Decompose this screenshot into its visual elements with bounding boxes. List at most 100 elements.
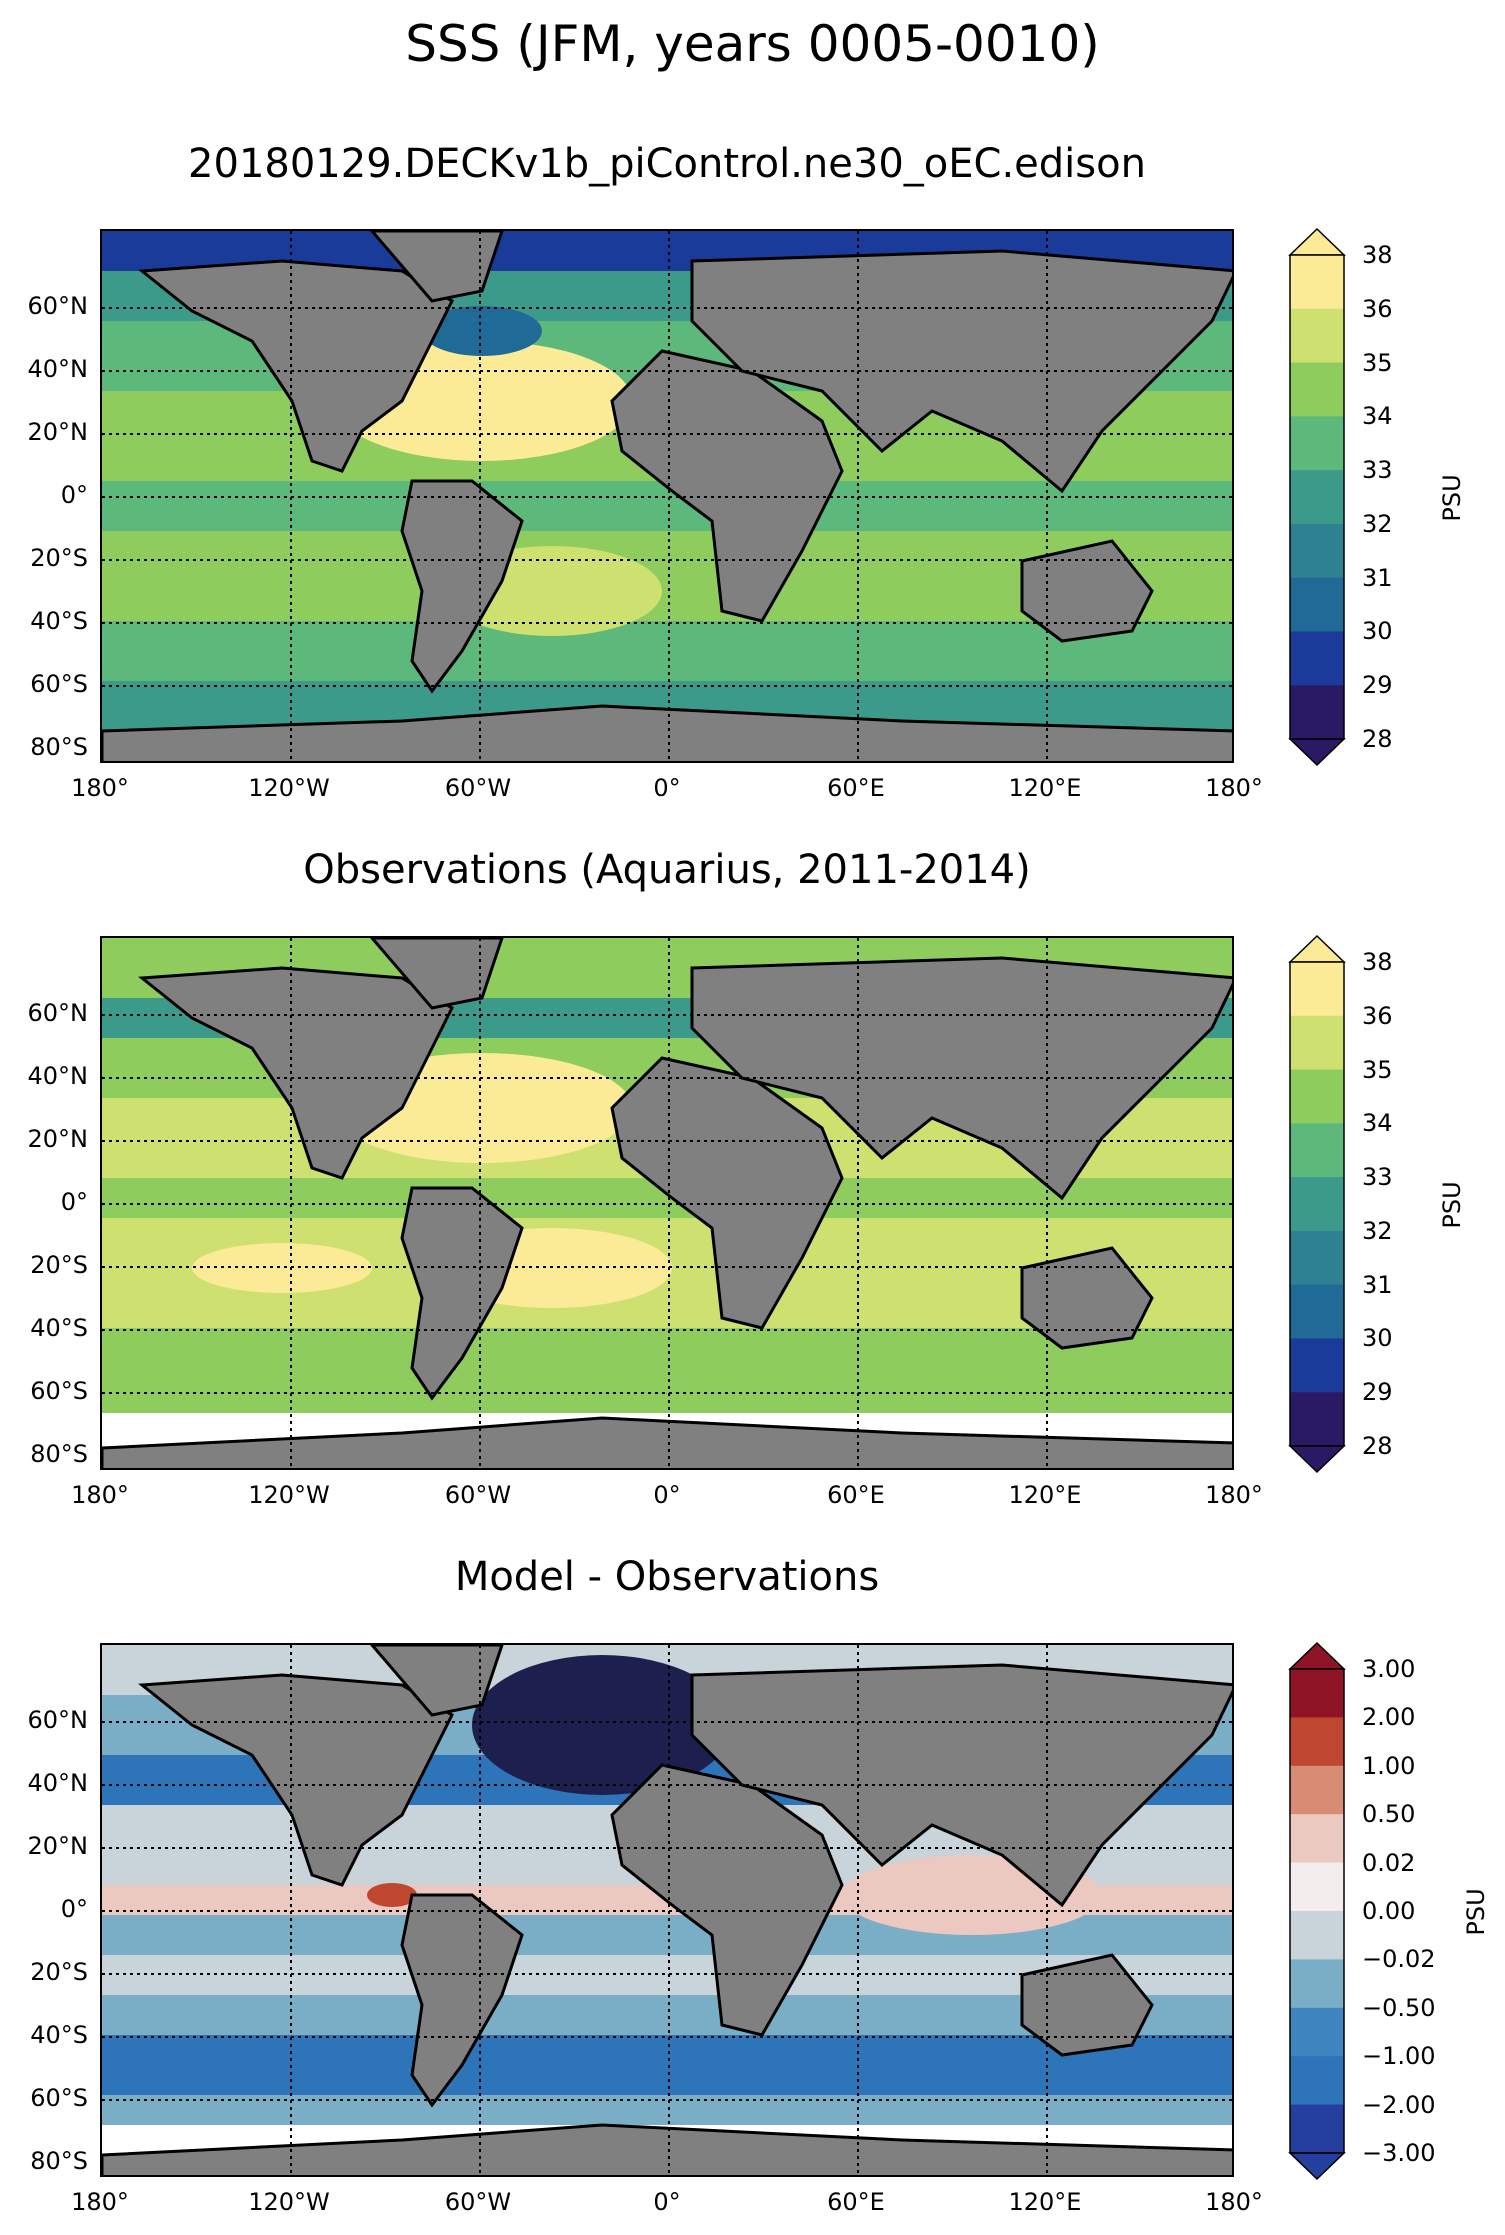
colorbar-segment [1290,1177,1344,1232]
colorbar-tick-label: 30 [1362,1324,1393,1353]
colorbar-extend-bottom [1288,1445,1346,1474]
y-tick-label: 20°S [30,1958,88,1986]
y-tick-label: 20°S [30,544,88,572]
colorbar-segment [1290,1765,1344,1815]
colorbar-tick-label: 36 [1362,1001,1393,1030]
colorbar-segment [1290,577,1344,632]
x-tick-label: 120°W [248,1481,330,1509]
y-tick-label: 60°S [30,1377,88,1405]
y-tick-label: 40°S [30,607,88,635]
panel-1-colorbar-unit: PSU [1438,474,1466,522]
colorbar-tick-label: 35 [1362,348,1393,377]
graticule [102,1645,1232,2175]
colorbar-segment [1290,1015,1344,1071]
y-tick-label: 40°N [27,1062,89,1090]
y-tick-label: 80°S [30,2147,88,2175]
colorbar-tick-label: 31 [1362,563,1393,592]
x-tick-label: 180° [71,1481,129,1509]
colorbar-segment [1290,470,1344,525]
x-tick-label: 0° [653,1481,681,1509]
y-tick-label: 20°N [27,418,89,446]
continent-australia [1020,1953,1154,2057]
y-tick-label: 0° [60,1188,88,1216]
x-tick-label: 0° [653,2188,681,2216]
x-tick-label: 60°E [827,1481,885,1509]
panel-1-title: 20180129.DECKv1b_piControl.ne30_oEC.edis… [188,141,1146,187]
colorbar-segment [1290,1862,1344,1912]
panel-3-map [100,1643,1234,2177]
colorbar-tick-label: 35 [1362,1055,1393,1084]
continent-australia [1020,539,1154,643]
colorbar-segment [1290,685,1344,740]
x-tick-label: 180° [71,2188,129,2216]
y-tick-label: 0° [60,1895,88,1923]
panel-2-map [100,936,1234,1470]
continent-antarctica [102,704,1232,761]
colorbar-segment [1290,1230,1344,1286]
colorbar-tick-label: 38 [1362,241,1393,269]
continent-africa [610,1056,844,1330]
colorbar-segment [1290,1392,1344,1447]
y-tick-label: 80°S [30,733,88,761]
continent-eurasia [690,956,1232,1201]
colorbar-segment [1290,1069,1344,1124]
low-salinity-patch [422,306,542,356]
x-tick-label: 180° [1205,1481,1263,1509]
panel-2-colorbar-unit: PSU [1438,1181,1466,1229]
colorbar-extend-top [1288,1641,1346,1670]
panel-2-title: Observations (Aquarius, 2011-2014) [303,847,1031,893]
colorbar-tick-label: 29 [1362,1378,1393,1407]
colorbar-tick-label: 33 [1362,456,1393,485]
colorbar-segment [1290,1338,1344,1393]
colorbar-segment [1290,416,1344,471]
panel-3-colorbar [1288,1641,1346,2181]
colorbar-tick-label: −1.00 [1362,2042,1436,2071]
y-tick-label: 20°N [27,1832,89,1860]
continents [102,231,1232,761]
x-tick-label: 120°W [248,2188,330,2216]
x-tick-label: 180° [1205,774,1263,802]
colorbar-extend-top [1288,227,1346,256]
colorbar-segment [1290,1717,1344,1767]
continent-north-america [138,259,454,473]
y-tick-label: 20°S [30,1251,88,1279]
y-tick-label: 60°S [30,2084,88,2112]
y-tick-label: 40°N [27,1769,89,1797]
colorbar-tick-label: 30 [1362,617,1393,646]
continent-north-america [138,1673,454,1887]
colorbar-segment [1290,255,1344,310]
colorbar-segment [1290,2007,1344,2057]
figure-title: SSS (JFM, years 0005-0010) [405,15,1100,73]
x-tick-label: 60°W [444,774,512,802]
y-tick-label: 80°S [30,1440,88,1468]
colorbar-segment [1290,962,1344,1017]
colorbar-segment [1290,362,1344,417]
y-tick-label: 40°S [30,2021,88,2049]
colorbar-segment [1290,1959,1344,2009]
panel-3-colorbar-unit: PSU [1462,1888,1490,1936]
colorbar-segment [1290,1123,1344,1178]
continents [102,938,1232,1468]
panel-1-map [100,229,1234,763]
graticule [102,231,1232,761]
colorbar-tick-label: 1.00 [1362,1751,1416,1780]
colorbar-tick-label: 36 [1362,294,1393,323]
colorbar-tick-label: −2.00 [1362,2090,1436,2119]
colorbar-tick-label: 34 [1362,1109,1393,1138]
colorbar-extend-bottom [1288,2152,1346,2181]
y-tick-label: 60°N [27,292,89,320]
y-tick-label: 0° [60,481,88,509]
colorbar-segment [1290,523,1344,579]
panel-3-title: Model - Observations [454,1554,880,1600]
continent-africa [610,349,844,623]
graticule [102,938,1232,1468]
colorbar-tick-label: 28 [1362,725,1393,753]
colorbar-tick-label: 28 [1362,1432,1393,1460]
colorbar-tick-label: 31 [1362,1270,1393,1299]
y-tick-label: 20°N [27,1125,89,1153]
x-tick-label: 0° [653,774,681,802]
colorbar-tick-label: −0.02 [1362,1945,1436,1974]
continent-australia [1020,1246,1154,1350]
continent-greenland [370,938,504,1010]
panel-1-colorbar [1288,227,1346,767]
